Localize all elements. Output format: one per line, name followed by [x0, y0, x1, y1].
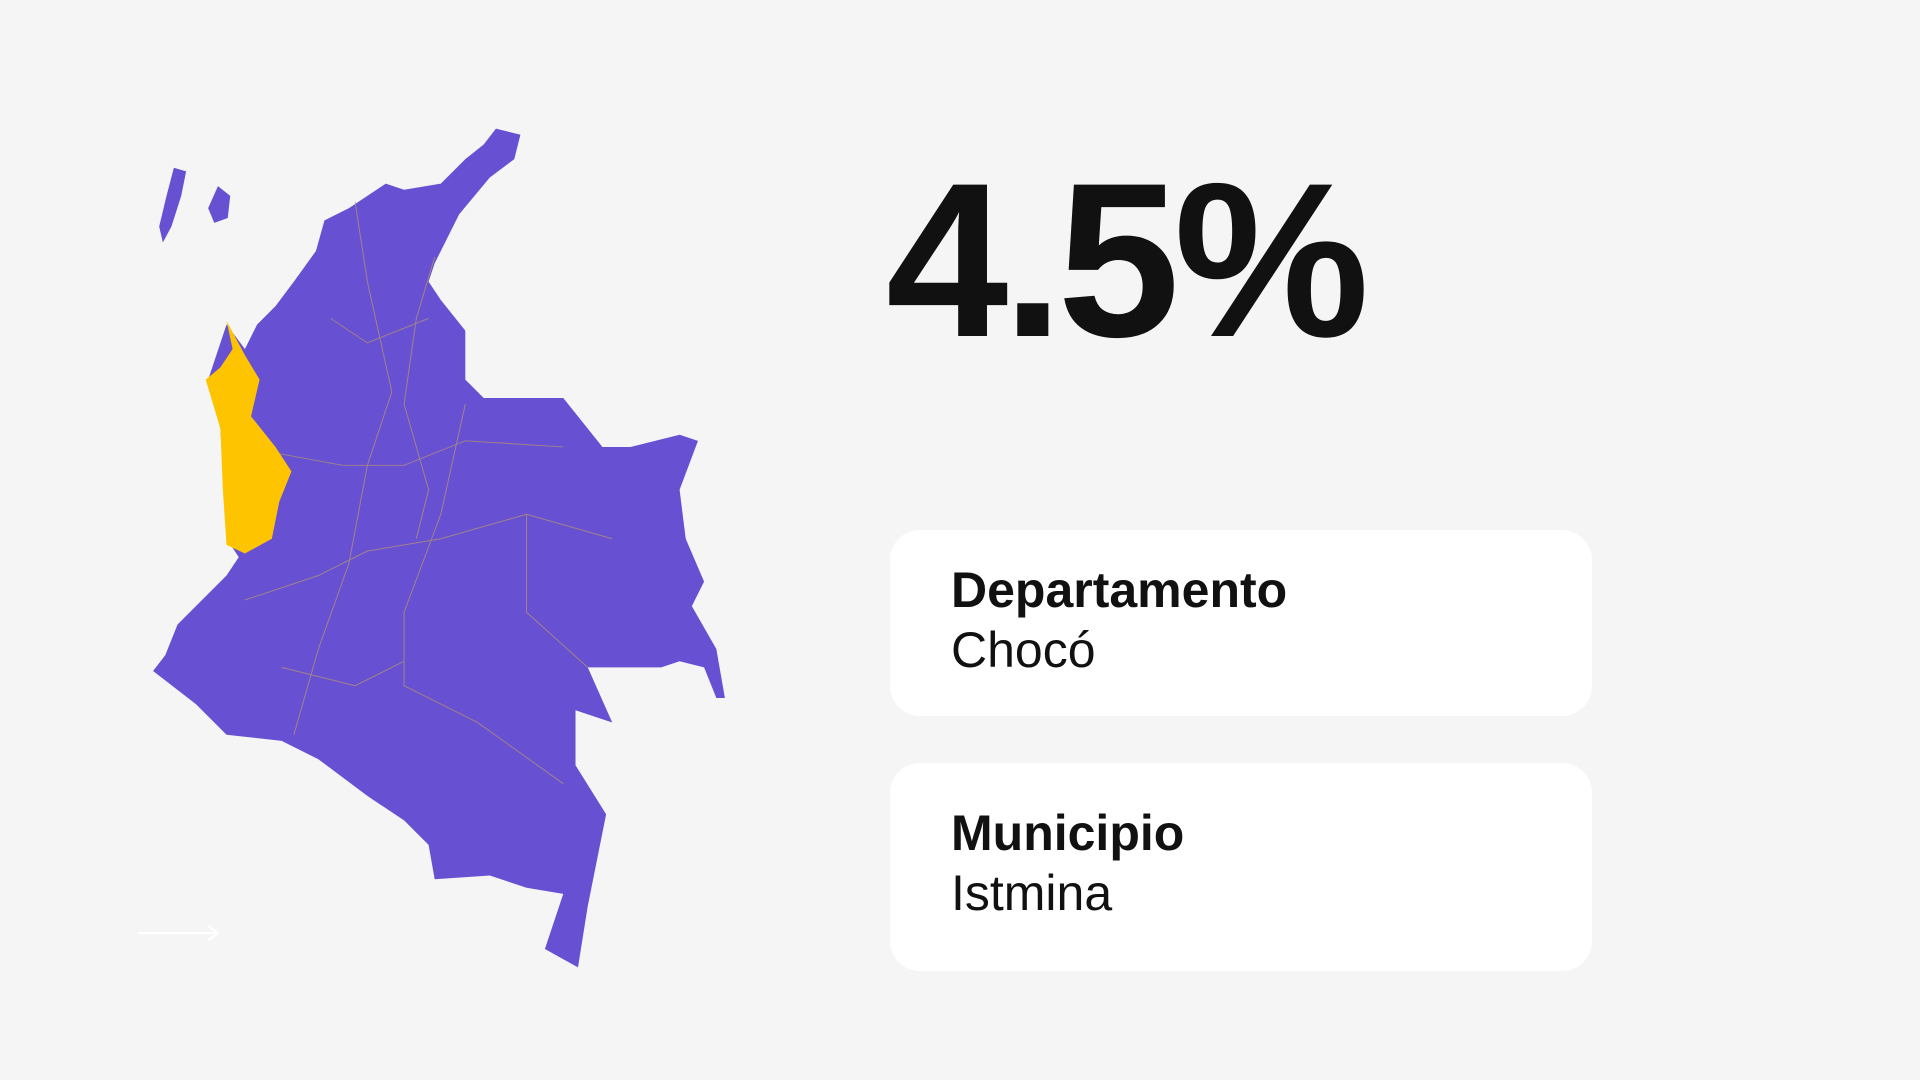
card-value: Chocó [951, 622, 1096, 678]
stat-value: 4.5% [886, 137, 1369, 383]
card-label: Departamento [951, 562, 1288, 618]
island [208, 186, 231, 223]
card-value: Istmina [951, 865, 1113, 921]
info-card: Municipio Istmina [890, 763, 1592, 971]
arrow-head [207, 924, 221, 942]
island [159, 167, 187, 243]
info-card: Departamento Chocó [890, 530, 1592, 716]
department-borders [244, 201, 613, 785]
colombia-map [138, 128, 725, 968]
highlighted-department [205, 320, 292, 554]
country-shape [153, 128, 725, 968]
card-label: Municipio [951, 805, 1185, 861]
